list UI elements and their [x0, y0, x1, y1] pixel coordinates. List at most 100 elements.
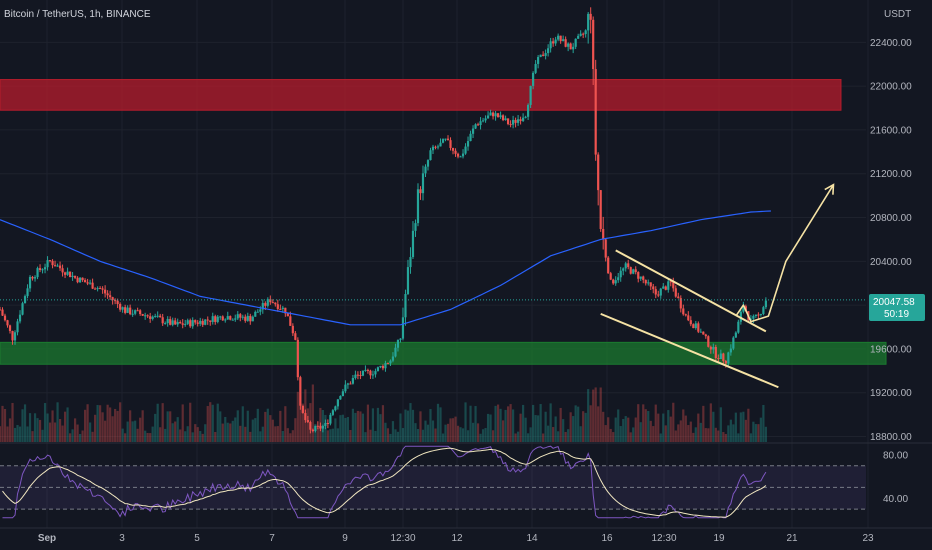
volume-bar [664, 425, 667, 442]
candle-body [486, 115, 490, 119]
volume-bar [454, 416, 457, 442]
currency-label: USDT [884, 9, 911, 20]
candle-body [679, 298, 682, 309]
volume-bar [759, 417, 762, 442]
candle-body [341, 391, 344, 397]
volume-bar [144, 430, 147, 442]
volume-bar [461, 428, 465, 442]
volume-bar [271, 419, 274, 442]
volume-bar [53, 422, 57, 442]
volume-bar [189, 402, 192, 442]
candle-body [106, 293, 109, 296]
volume-bar [524, 417, 527, 442]
volume-bar [657, 413, 660, 442]
volume-bar [331, 428, 334, 442]
current-price-label: 20047.58 [873, 297, 915, 308]
volume-bar [687, 425, 690, 442]
volume-bar [436, 403, 440, 442]
candle-body [421, 173, 425, 194]
candle-body [164, 323, 167, 325]
candle-body [459, 156, 462, 158]
time-tick-label: 19 [713, 533, 725, 544]
volume-bar [749, 433, 752, 442]
volume-bar [159, 427, 162, 442]
candle-body [697, 323, 700, 332]
candle-body [281, 307, 284, 309]
candle-body [664, 286, 667, 290]
candle-body [441, 139, 445, 143]
volume-bar [1, 405, 4, 442]
volume-bar [572, 416, 575, 442]
candle-body [642, 276, 645, 280]
candle-body [156, 315, 159, 317]
volume-bar [554, 416, 557, 442]
candle-body [43, 267, 47, 270]
volume-bar [449, 418, 452, 442]
volume-bar [451, 418, 455, 442]
volume-bar [16, 425, 19, 442]
candle-body [214, 316, 217, 322]
candle-body [159, 315, 162, 318]
volume-bar [421, 429, 425, 442]
volume-bar [119, 402, 122, 442]
volume-bar [509, 404, 512, 442]
candle-body [539, 54, 542, 58]
volume-bar [76, 424, 79, 442]
candle-body [364, 369, 367, 371]
candle-body [174, 320, 177, 325]
volume-bar [534, 415, 537, 442]
volume-bar [206, 406, 209, 442]
candle-body [677, 296, 680, 299]
candle-body [299, 377, 302, 406]
price-tick-label: 20800.00 [870, 213, 912, 224]
time-axis[interactable]: Sep 3 5 7 9 12:30 12 14 16 12:30 19 21 23 [0, 527, 932, 544]
volume-bar [51, 410, 54, 442]
candle-body [654, 289, 657, 295]
volume-bar [642, 404, 645, 442]
candle-body [466, 141, 470, 147]
volume-bar [83, 409, 87, 442]
candle-body [171, 320, 174, 325]
volume-bar [104, 420, 107, 442]
volume-bar [684, 415, 687, 442]
candle-body [346, 383, 350, 385]
price-axis[interactable]: 18800.0019200.0019600.0020000.0020400.00… [870, 38, 912, 505]
candle-body [294, 333, 297, 340]
candle-body [599, 190, 602, 229]
candle-body [206, 319, 209, 321]
candle-body [759, 314, 762, 316]
volume-bar [742, 411, 745, 442]
candle-body [269, 299, 272, 303]
candle-body [587, 13, 590, 31]
candle-body [31, 276, 34, 279]
candle-body [629, 267, 632, 274]
candle-body [481, 120, 485, 122]
volume-bar [374, 430, 377, 442]
volume-bar [186, 426, 189, 442]
volume-bar [459, 427, 462, 442]
candle-body [366, 369, 370, 371]
candle-body [86, 282, 89, 284]
volume-bar [191, 432, 194, 442]
volume-bar [376, 407, 380, 442]
volume-bar [209, 402, 212, 442]
candle-body [762, 307, 765, 315]
volume-bar [739, 412, 742, 442]
volume-bar [139, 417, 142, 442]
candle-body [544, 53, 547, 56]
volume-bar [349, 430, 352, 442]
volume-bar [356, 410, 360, 442]
candle-body [416, 189, 420, 224]
volume-bar [201, 433, 204, 442]
volume-bar [619, 426, 622, 442]
volume-bar [679, 420, 682, 442]
volume-bar [171, 423, 174, 442]
volume-bar [131, 421, 134, 442]
rsi-tick-label: 80.00 [883, 450, 908, 461]
candle-body [259, 309, 262, 312]
volume-bar [694, 427, 697, 442]
candle-body [669, 281, 672, 283]
moving-average-line [0, 210, 771, 326]
candle-body [737, 321, 740, 333]
